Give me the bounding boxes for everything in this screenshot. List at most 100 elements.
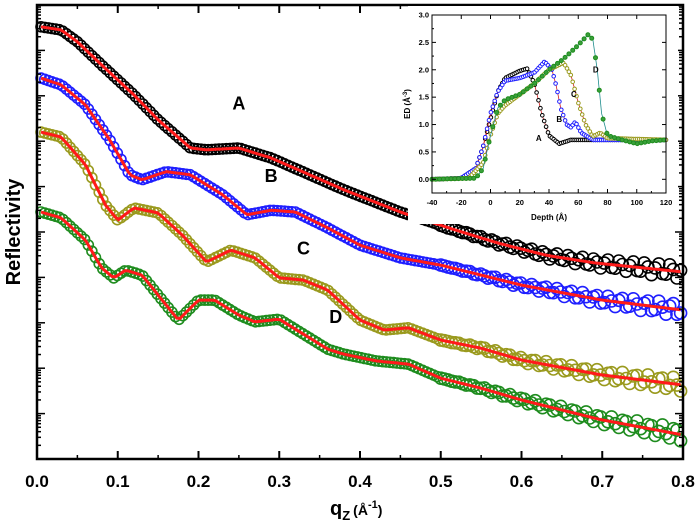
data-point-C bbox=[249, 252, 262, 265]
inset-point-B bbox=[482, 134, 488, 140]
x-axis-label: qZ (Å-1) bbox=[330, 498, 382, 523]
inset-point-B bbox=[488, 110, 494, 115]
data-point-A bbox=[166, 126, 178, 138]
inset-point-D bbox=[478, 168, 484, 174]
inset-point-D bbox=[543, 70, 549, 75]
data-point-A bbox=[140, 102, 153, 114]
inset-x-tick-label: 20 bbox=[516, 198, 524, 207]
inset-point-D bbox=[490, 124, 496, 130]
data-point-B bbox=[64, 86, 76, 98]
inset-point-D bbox=[562, 54, 568, 60]
inset-point-C bbox=[578, 106, 583, 112]
data-point-C bbox=[264, 264, 276, 277]
data-point-A bbox=[93, 56, 105, 69]
inset-point-C bbox=[564, 66, 570, 71]
data-point-A bbox=[122, 83, 134, 96]
inset-point-B bbox=[562, 118, 568, 123]
inset-point-A bbox=[541, 118, 547, 124]
inset-point-D bbox=[657, 137, 663, 143]
data-point-C bbox=[158, 213, 171, 225]
data-point-C bbox=[169, 223, 182, 235]
data-point-A bbox=[86, 49, 98, 62]
inset-point-B bbox=[494, 92, 499, 98]
inset-point-D bbox=[596, 87, 602, 93]
inset-y-label-sup: -3 bbox=[403, 91, 409, 97]
data-point-A bbox=[147, 109, 160, 122]
data-point-C bbox=[492, 346, 506, 361]
fit-line-A bbox=[40, 25, 681, 274]
inset-point-D bbox=[494, 110, 500, 115]
data-point-B bbox=[662, 299, 677, 313]
fit-line-D bbox=[40, 210, 681, 436]
inset-point-D bbox=[501, 98, 507, 104]
inset-point-C bbox=[587, 129, 593, 134]
inset-series-label-C: C bbox=[571, 90, 577, 99]
data-point-B bbox=[60, 83, 73, 95]
inset-x-tick-label: 120 bbox=[660, 198, 673, 207]
inset-point-D bbox=[528, 83, 534, 89]
inset-y-label-text: ED (Å bbox=[403, 97, 412, 119]
inset-series-label-D: D bbox=[593, 66, 599, 75]
x-axis-label-sub: Z bbox=[342, 508, 350, 523]
series-label-C: C bbox=[297, 239, 310, 259]
series-C bbox=[35, 126, 688, 398]
data-point-C bbox=[329, 291, 342, 304]
x-tick-label: 0.6 bbox=[510, 472, 534, 491]
data-point-D bbox=[173, 313, 185, 326]
data-point-D bbox=[86, 245, 98, 257]
data-point-C bbox=[166, 219, 178, 232]
inset-point-C bbox=[579, 112, 585, 117]
inset-point-C bbox=[581, 117, 587, 123]
data-point-C bbox=[173, 226, 185, 238]
inset-point-D bbox=[547, 66, 553, 72]
inset-y-tick-label: 2.0 bbox=[419, 65, 429, 74]
data-point-A bbox=[137, 98, 149, 110]
data-point-C bbox=[78, 158, 91, 170]
x-tick-label: 0.4 bbox=[348, 472, 372, 491]
inset-point-A bbox=[545, 130, 551, 135]
inset-point-B bbox=[475, 160, 480, 166]
x-axis-label-q: q bbox=[330, 498, 342, 520]
inset-point-D bbox=[577, 40, 583, 46]
data-point-A bbox=[173, 132, 185, 144]
inset-point-C bbox=[583, 123, 589, 128]
data-point-A bbox=[151, 113, 164, 125]
data-point-D bbox=[184, 302, 196, 315]
inset-point-D bbox=[486, 139, 492, 145]
data-point-C bbox=[162, 216, 174, 228]
data-point-A bbox=[144, 105, 156, 118]
data-point-C bbox=[256, 258, 269, 271]
data-point-A bbox=[177, 135, 189, 148]
data-point-B bbox=[111, 147, 124, 159]
inset-x-tick-label: 40 bbox=[545, 198, 553, 207]
data-point-A bbox=[75, 39, 87, 52]
x-tick-label: 0.5 bbox=[429, 472, 453, 491]
inset-point-D bbox=[589, 35, 595, 41]
data-point-B bbox=[118, 159, 131, 172]
data-point-C bbox=[97, 193, 109, 206]
inset-series-label-B: B bbox=[556, 115, 562, 124]
inset-y-axis-label: ED (Å-3) bbox=[403, 89, 412, 119]
data-point-C bbox=[630, 368, 644, 383]
data-point-A bbox=[133, 94, 145, 107]
inset-y-tick-label: 2.5 bbox=[419, 38, 429, 47]
inset-point-B bbox=[551, 74, 557, 79]
inset-point-D bbox=[475, 173, 481, 179]
inset-point-A bbox=[534, 90, 539, 95]
series-B bbox=[35, 72, 688, 322]
data-point-D bbox=[180, 306, 193, 318]
inset-series-D bbox=[429, 32, 667, 182]
inset-point-C bbox=[585, 126, 591, 131]
inset-point-A bbox=[538, 105, 543, 111]
inset-point-D bbox=[585, 32, 591, 38]
inset-point-D bbox=[555, 60, 560, 66]
inset-point-B bbox=[479, 149, 484, 154]
data-point-D bbox=[56, 213, 69, 226]
inset-point-A bbox=[536, 98, 541, 103]
data-point-B bbox=[71, 92, 84, 104]
inset-x-tick-label: 0 bbox=[488, 198, 492, 207]
y-axis-label: Reflectivity bbox=[3, 178, 25, 286]
x-tick-label: 0.0 bbox=[25, 472, 49, 491]
data-point-D bbox=[67, 223, 80, 236]
x-axis-label-unit: (Å bbox=[353, 502, 368, 518]
